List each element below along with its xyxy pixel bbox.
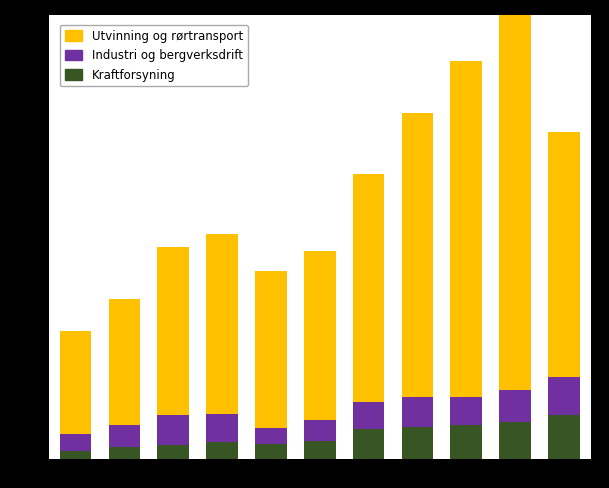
Bar: [353, 429, 384, 459]
Bar: [304, 441, 336, 459]
Bar: [255, 271, 287, 428]
Bar: [499, 9, 531, 390]
Bar: [108, 299, 140, 425]
Bar: [60, 451, 91, 459]
Bar: [304, 420, 336, 441]
Bar: [255, 444, 287, 459]
Bar: [255, 428, 287, 444]
Bar: [548, 415, 580, 459]
Bar: [157, 415, 189, 445]
Bar: [353, 402, 384, 429]
Bar: [450, 397, 482, 425]
Bar: [60, 331, 91, 434]
Bar: [548, 132, 580, 377]
Bar: [353, 174, 384, 402]
Bar: [401, 427, 433, 459]
Bar: [206, 442, 238, 459]
Bar: [450, 61, 482, 397]
Bar: [108, 425, 140, 447]
Bar: [401, 397, 433, 427]
Bar: [157, 247, 189, 415]
Bar: [108, 447, 140, 459]
Bar: [401, 113, 433, 397]
Legend: Utvinning og rørtransport, Industri og bergverksdrift, Kraftforsyning: Utvinning og rørtransport, Industri og b…: [60, 25, 248, 86]
Bar: [499, 390, 531, 422]
Bar: [60, 434, 91, 451]
Bar: [499, 422, 531, 459]
Bar: [206, 234, 238, 414]
Bar: [450, 425, 482, 459]
Bar: [206, 414, 238, 442]
Bar: [304, 251, 336, 420]
Bar: [157, 445, 189, 459]
Bar: [548, 377, 580, 415]
